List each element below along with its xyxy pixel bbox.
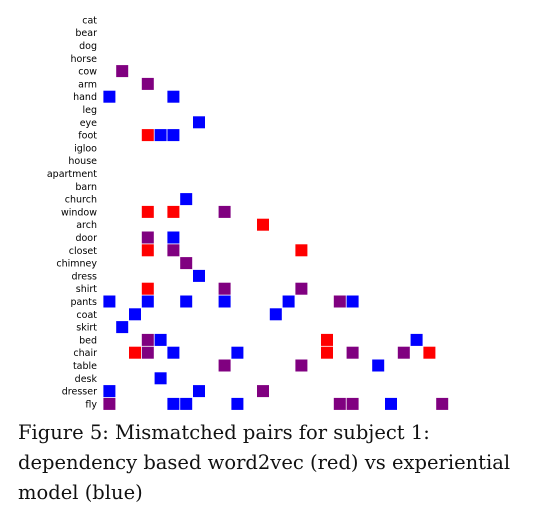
y-tick-label: igloo [74, 143, 97, 154]
heatmap-cell [346, 295, 359, 308]
heatmap-cell [410, 333, 423, 346]
heatmap-cell [257, 385, 269, 398]
heatmap-cell [295, 359, 308, 372]
heatmap-cell [385, 397, 397, 410]
y-tick-label: bed [79, 335, 97, 346]
heatmap-cell [346, 346, 359, 359]
heatmap-cell [218, 295, 231, 308]
heatmap-cell [103, 397, 116, 410]
heatmap-cell [154, 372, 167, 385]
y-tick-label: coat [76, 310, 97, 321]
y-tick-label: hand [73, 92, 97, 103]
y-tick-label: pants [70, 297, 97, 308]
heatmap-cell [333, 295, 346, 308]
y-tick-label: door [75, 233, 97, 244]
heatmap-cell [167, 346, 180, 359]
y-tick-label: window [61, 207, 97, 218]
y-tick-label: skirt [76, 323, 97, 334]
heatmap-cell [103, 295, 116, 308]
heatmap-cell [321, 333, 333, 346]
heatmap-cell [141, 205, 154, 218]
y-tick-label: leg [82, 105, 97, 116]
heatmap-cell [116, 321, 129, 334]
y-tick-label: eye [80, 118, 97, 129]
heatmap-cell [436, 397, 449, 410]
heatmap-cell [180, 257, 193, 270]
y-tick-label: church [65, 195, 97, 206]
y-tick-label: chimney [56, 259, 97, 270]
heatmap-cell [295, 282, 308, 295]
y-tick-label: dress [72, 271, 98, 282]
heatmap-cell [154, 129, 167, 142]
heatmap-cell [295, 244, 308, 257]
y-tick-label: foot [78, 131, 97, 142]
heatmap-cell [167, 205, 180, 218]
heatmap-cell [282, 295, 295, 308]
y-tick-label: desk [75, 374, 98, 385]
mismatch-heatmap: cat bear dog horse cow arm hand leg eye foot igloo… [47, 15, 449, 410]
heatmap-cell [218, 205, 231, 218]
y-tick-label: cow [78, 67, 97, 78]
heatmap-cell [167, 397, 180, 410]
heatmap-cell [218, 359, 231, 372]
heatmap-cell [141, 129, 154, 142]
y-tick-label: arch [76, 220, 97, 231]
heatmap-cell [141, 244, 154, 257]
y-tick-label: chair [73, 348, 97, 359]
heatmap-cell [141, 77, 154, 90]
heatmap-cell [231, 346, 244, 359]
y-tick-label: fly [85, 399, 97, 410]
y-tick-label: barn [75, 182, 97, 193]
heatmap-cell [141, 346, 154, 359]
heatmap-cell [154, 333, 167, 346]
y-tick-label: bear [75, 28, 97, 39]
y-tick-label: table [73, 361, 97, 372]
heatmap-cell [180, 193, 193, 206]
heatmap-cell [167, 244, 180, 257]
heatmap-cell [129, 346, 141, 359]
heatmap-cell [141, 282, 154, 295]
heatmap-cell [397, 346, 410, 359]
heatmap-cell [218, 282, 231, 295]
heatmap-cell [193, 269, 205, 282]
y-tick-label: closet [69, 246, 97, 257]
heatmap-cell [193, 116, 205, 129]
heatmap-cell [167, 231, 180, 244]
figure-caption: Figure 5: Mismatched pairs for subject 1… [18, 421, 511, 504]
heatmap-cell [269, 308, 282, 321]
heatmap-cells [103, 65, 449, 410]
heatmap-cell [180, 295, 193, 308]
heatmap-cell [141, 295, 154, 308]
y-tick-label: shirt [76, 284, 98, 295]
heatmap-cell [116, 65, 129, 78]
heatmap-cell [167, 129, 180, 142]
y-tick-label: apartment [47, 169, 97, 180]
heatmap-cell [129, 308, 141, 321]
heatmap-cell [103, 385, 116, 398]
y-tick-label: house [68, 156, 97, 167]
heatmap-cell [180, 397, 193, 410]
heatmap-cell [321, 346, 333, 359]
heatmap-cell [346, 397, 359, 410]
heatmap-cell [231, 397, 244, 410]
y-tick-label: dog [79, 41, 97, 52]
heatmap-cell [103, 90, 116, 103]
heatmap-cell [167, 90, 180, 103]
heatmap-cell [423, 346, 436, 359]
heatmap-cell [141, 231, 154, 244]
heatmap-cell [333, 397, 346, 410]
y-tick-label: arm [78, 79, 97, 90]
heatmap-cell [372, 359, 385, 372]
heatmap-cell [141, 333, 154, 346]
y-tick-label: horse [70, 54, 97, 65]
y-tick-label: cat [82, 15, 97, 26]
y-tick-label: dresser [62, 387, 97, 398]
heatmap-cell [193, 385, 205, 398]
heatmap-cell [257, 218, 269, 231]
